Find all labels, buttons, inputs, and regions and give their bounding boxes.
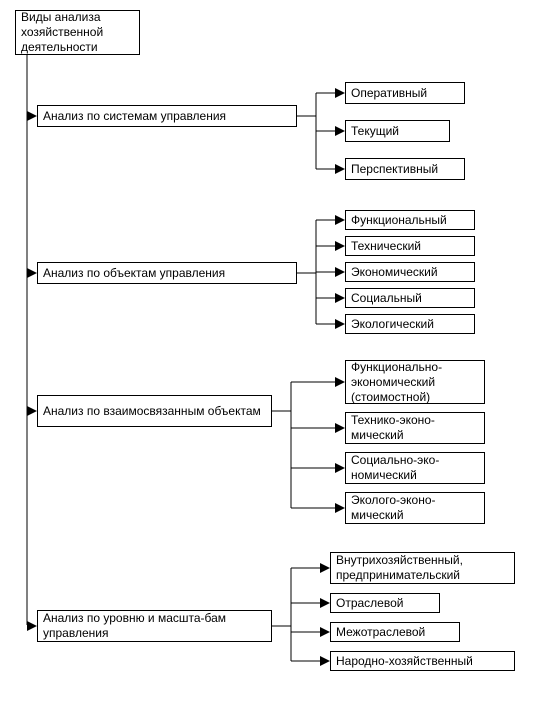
child-box: Функциональный <box>345 210 475 230</box>
child-box: Оперативный <box>345 82 465 104</box>
child-box: Перспективный <box>345 158 465 180</box>
child-box: Технический <box>345 236 475 256</box>
child-box: Эколого-эконо-мический <box>345 492 485 524</box>
category-box: Анализ по системам управления <box>37 105 297 127</box>
category-box: Анализ по взаимосвязанным объектам <box>37 395 272 427</box>
child-box: Народно-хозяйственный <box>330 651 515 671</box>
child-box: Технико-эконо-мический <box>345 412 485 444</box>
child-box: Текущий <box>345 120 450 142</box>
category-box: Анализ по объектам управления <box>37 262 297 284</box>
child-box: Социально-эко-номический <box>345 452 485 484</box>
child-box: Экологический <box>345 314 475 334</box>
root-box: Виды анализа хозяйственной деятельности <box>15 10 140 55</box>
child-box: Социальный <box>345 288 475 308</box>
child-box: Экономический <box>345 262 475 282</box>
child-box: Функционально-экономический (стоимостной… <box>345 360 485 404</box>
child-box: Внутрихозяйственный, предпринимательский <box>330 552 515 584</box>
child-box: Отраслевой <box>330 593 440 613</box>
category-box: Анализ по уровню и масшта-бам управления <box>37 610 272 642</box>
child-box: Межотраслевой <box>330 622 460 642</box>
